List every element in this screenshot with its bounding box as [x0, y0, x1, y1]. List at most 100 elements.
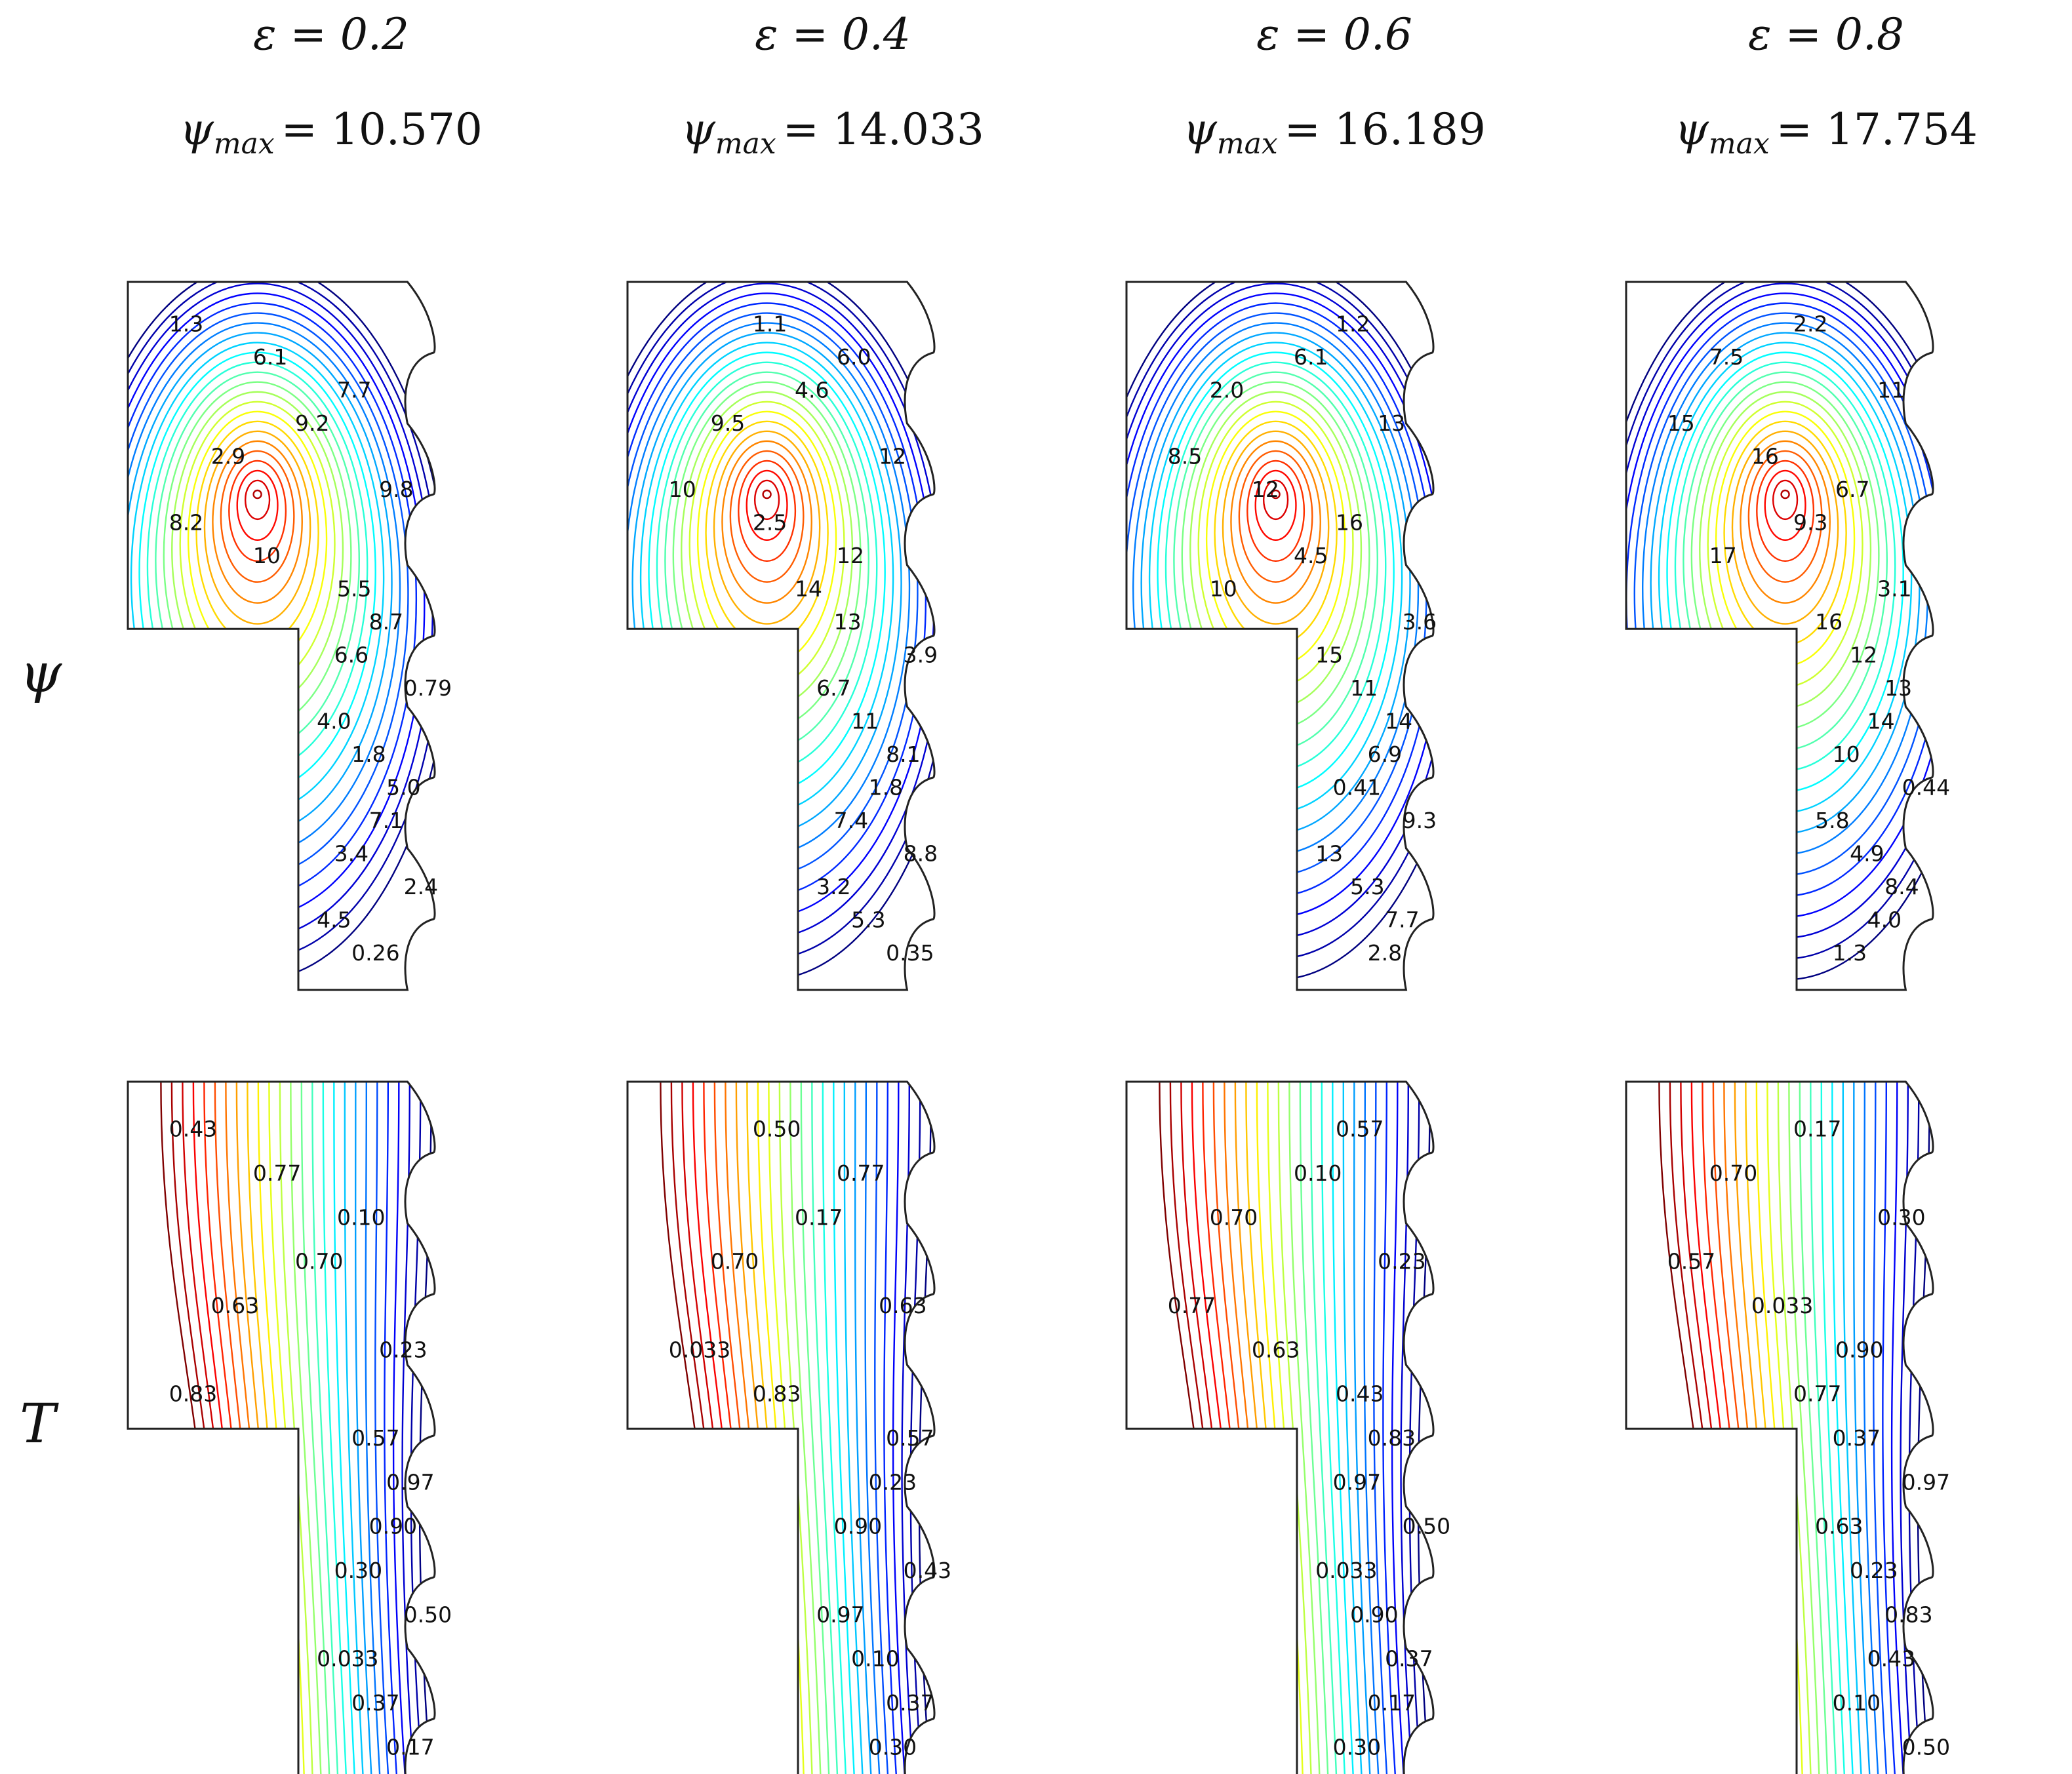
psi-contour-label: 6.0	[837, 344, 871, 370]
psi-max-value: = 14.033	[783, 104, 984, 155]
psi-contour-plot: 1.2 6.1 2.0 13 8.5 12 16 4.5 10 3.6 15 11 14 6.9 0.41 9…	[1125, 281, 1437, 991]
psi-contour-label: 10	[1833, 741, 1860, 767]
temperature-contour-label: 0.77	[253, 1160, 301, 1186]
temperature-contour	[1310, 1082, 1338, 1774]
psi-contour-label: 4.5	[317, 907, 351, 932]
psi-contour	[753, 479, 780, 521]
temperature-contour-label: 0.43	[904, 1558, 951, 1583]
psi-contour	[1254, 469, 1297, 542]
psi-max-label: ψmax = 14.033	[681, 104, 984, 161]
psi-contour-label: 8.2	[169, 509, 203, 535]
temperature-contour-label: 0.30	[1877, 1204, 1925, 1230]
temperature-contour-label: 0.63	[1252, 1337, 1300, 1362]
temperature-contour	[1373, 1082, 1389, 1774]
temperature-contour	[1882, 1082, 1897, 1774]
temperature-contour-label: 0.90	[1350, 1602, 1398, 1627]
psi-contour	[1205, 410, 1346, 667]
temperature-contour-label: 0.43	[1867, 1646, 1915, 1672]
psi-contour-label: 8.1	[886, 741, 920, 767]
temperature-contour-label: 0.43	[1336, 1381, 1384, 1407]
psi-contour-label: 6.1	[1294, 344, 1328, 370]
psi-contour	[1181, 381, 1370, 730]
psi-contour-label: 4.5	[1294, 543, 1328, 568]
psi-contour-label: 5.0	[386, 774, 420, 800]
psi-contour-label: 12	[837, 543, 864, 568]
psi-contour-label: 4.9	[1850, 840, 1884, 866]
temperature-contour-label: 0.83	[169, 1381, 217, 1407]
psi-contour-label: 11	[1877, 377, 1905, 403]
temperature-domain-boundary	[1625, 1080, 1934, 1774]
temperature-contour	[1342, 1082, 1363, 1774]
psi-contour	[631, 332, 902, 835]
temperature-contour-label: 0.57	[351, 1425, 399, 1451]
temperature-contour-label: 0.90	[1835, 1337, 1883, 1362]
temperature-contour-label: 0.90	[369, 1514, 417, 1539]
psi-contour-plot: 1.3 6.1 7.7 9.2 2.9 9.8 8.2 10 5.5 8.76.6 0.79 4.01…	[127, 281, 452, 991]
temperature-contour	[892, 1082, 907, 1774]
psi-contour	[1772, 479, 1799, 521]
temperature-contour-label: 0.70	[1709, 1160, 1757, 1186]
psi-contour	[696, 410, 837, 667]
psi-contour-label: 2.5	[753, 509, 787, 535]
temperature-contour-label: 0.37	[1385, 1646, 1433, 1672]
temperature-contour	[1391, 1082, 1406, 1774]
psi-contour-label: 2.9	[211, 443, 245, 469]
psi-contour-label: 2.8	[1368, 940, 1402, 966]
psi-contour	[746, 469, 788, 542]
psi-contour-label: 6.6	[334, 642, 369, 667]
temperature-contour-label: 0.70	[711, 1249, 759, 1274]
psi-contour-label: 1.3	[169, 311, 203, 336]
psi-contour	[1658, 342, 1913, 814]
psi-contour-lines	[1626, 282, 1934, 981]
psi-contour	[212, 440, 303, 604]
psi-contour	[1126, 312, 1427, 876]
psi-max-symbol: ψ	[681, 104, 716, 155]
temperature-contour-label: 0.83	[753, 1381, 801, 1407]
psi-contour-plot: 2.2 7.5 11 15 16 6.7 9.3 17 3.1 16 12 13 14 10 0.44 5.8…	[1625, 281, 1950, 991]
psi-contour-label: 13	[1378, 410, 1405, 436]
psi-contour	[688, 401, 845, 688]
psi-contour	[252, 489, 262, 500]
temperature-contour-label: 0.10	[1833, 1690, 1881, 1716]
psi-max-subscript: max	[715, 127, 776, 161]
temperature-contour	[1831, 1082, 1854, 1774]
temperature-contour-label: 0.17	[386, 1734, 434, 1760]
psi-contour	[628, 322, 911, 856]
psi-contour-label: 2.2	[1793, 311, 1827, 336]
temperature-contour	[854, 1082, 873, 1774]
temperature-contour-label: 0.23	[869, 1469, 917, 1495]
temperature-contour-label: 0.10	[337, 1204, 385, 1230]
epsilon-label: ε = 0.2	[253, 9, 409, 60]
psi-max-label: ψmax = 10.570	[180, 104, 483, 161]
psi-contour	[1764, 469, 1806, 542]
temperature-contour-label: 0.10	[1294, 1160, 1342, 1186]
temperature-contour-label: 0.37	[351, 1690, 399, 1716]
temperature-contour	[1852, 1082, 1871, 1774]
row-label-psi: ψ	[20, 642, 62, 705]
temperature-contour	[365, 1082, 382, 1774]
psi-contour-lines	[628, 282, 935, 981]
temperature-contour	[374, 1082, 390, 1774]
temperature-domain-boundary	[626, 1080, 936, 1774]
temperature-contour-label: 0.10	[851, 1646, 899, 1672]
temperature-contour-label: 0.50	[1403, 1514, 1450, 1539]
psi-max-subscript: max	[214, 127, 275, 161]
temperature-contour	[1820, 1082, 1846, 1774]
temperature-contour	[800, 1082, 831, 1774]
psi-max-subscript: max	[1709, 127, 1770, 161]
psi-contour-label: 7.7	[337, 377, 371, 403]
temperature-contour	[333, 1082, 356, 1774]
temperature-contour-label: 0.90	[834, 1514, 882, 1539]
temperature-contour	[392, 1082, 407, 1774]
temperature-contour	[1777, 1082, 1812, 1774]
psi-contour-label: 5.5	[337, 576, 371, 601]
temperature-contour	[1332, 1082, 1355, 1774]
psi-contour-label: 3.4	[334, 840, 369, 866]
temperature-contour-label: 0.17	[795, 1204, 843, 1230]
temperature-contour	[778, 1082, 814, 1774]
psi-contour	[1262, 479, 1289, 521]
temperature-contour	[1363, 1082, 1380, 1774]
temperature-contour-label: 0.50	[753, 1116, 801, 1142]
psi-contour-label: 9.8	[379, 477, 413, 502]
